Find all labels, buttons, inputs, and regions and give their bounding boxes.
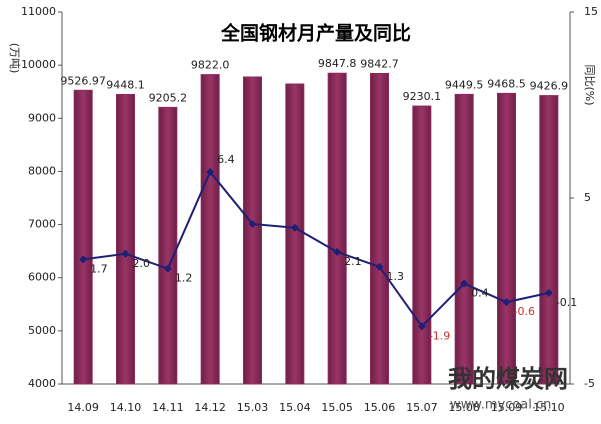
line-label: -0.6: [514, 305, 535, 318]
y2-tick-label: 5: [584, 191, 591, 204]
line-marker: [502, 298, 511, 307]
line-marker: [290, 223, 299, 232]
bar: [497, 92, 516, 385]
y2-tick-label: 15: [584, 5, 598, 18]
bar: [327, 72, 347, 385]
line-label: 1.2: [175, 272, 193, 285]
y-axis-label: (万吨): [8, 43, 21, 74]
line-label: 6.4: [217, 153, 235, 166]
x-tick-label: 15.04: [279, 401, 311, 414]
bar: [73, 89, 93, 385]
bar-label: 9842.7: [360, 58, 399, 71]
bar: [158, 106, 178, 385]
bar-label: 9230.1: [403, 90, 442, 103]
watermark-url: www.mycoal.cn: [450, 398, 551, 413]
bar: [454, 93, 474, 385]
x-tick-label: 15.05: [321, 401, 353, 414]
x-tick-label: 14.09: [67, 401, 99, 414]
x-tick-label: 15.07: [406, 401, 438, 414]
y-tick-label: 7000: [28, 218, 56, 231]
line-marker: [460, 279, 469, 288]
x-tick-label: 14.12: [194, 401, 226, 414]
line-marker: [417, 322, 426, 331]
bar-label: 9526.97: [60, 74, 106, 87]
x-tick-label: 15.08: [448, 401, 480, 414]
line-marker: [206, 167, 215, 176]
line-label: 0.4: [471, 287, 489, 300]
x-tick-label: 14.11: [152, 401, 184, 414]
bar-label: 9468.5: [487, 77, 526, 90]
x-tick-label: 15.03: [237, 401, 269, 414]
y-tick-label: 5000: [28, 324, 56, 337]
y-tick-label: 10000: [21, 58, 56, 71]
line-marker: [333, 247, 342, 256]
x-tick-label: 14.10: [110, 401, 142, 414]
chart-title: 全国钢材月产量及同比: [220, 22, 411, 45]
line-label: 1.3: [387, 270, 405, 283]
line-marker: [375, 262, 384, 271]
y2-axis-label: 同比(%): [583, 64, 596, 105]
bar: [539, 95, 559, 385]
bar-label: 9822.0: [191, 59, 230, 72]
bar: [370, 73, 389, 385]
bar-label: 9426.9: [530, 80, 569, 93]
y-tick-label: 6000: [28, 271, 56, 284]
line-label: -0.1: [556, 296, 577, 309]
line: [83, 170, 550, 328]
line-label: -1.9: [429, 329, 450, 342]
line-marker: [121, 249, 130, 258]
line-marker: [79, 255, 88, 264]
bar: [412, 105, 432, 385]
line-marker: [544, 288, 553, 297]
bar-label: 9449.5: [445, 78, 484, 91]
line-label: 2.0: [133, 257, 151, 270]
bar-label: 9205.2: [149, 91, 188, 104]
x-tick-label: 15.09: [491, 401, 523, 414]
bar: [243, 76, 262, 385]
y-tick-label: 11000: [21, 5, 56, 18]
y-tick-label: 4000: [28, 377, 56, 390]
bar: [200, 74, 220, 385]
watermark-title: 我的煤炭网: [448, 365, 568, 393]
line-label: 1.7: [90, 262, 108, 275]
bar: [116, 93, 135, 385]
y-tick-label: 9000: [28, 111, 56, 124]
y2-tick-label: -5: [584, 377, 595, 390]
line-marker: [163, 264, 172, 273]
bar-label: 9847.8: [318, 57, 357, 70]
bar: [285, 83, 305, 385]
line-label: 2.1: [344, 255, 362, 268]
bar-label: 9448.1: [106, 78, 145, 91]
x-tick-label: 15.10: [533, 401, 565, 414]
line-marker: [248, 220, 257, 229]
y-tick-label: 8000: [28, 164, 56, 177]
x-tick-label: 15.06: [364, 401, 396, 414]
